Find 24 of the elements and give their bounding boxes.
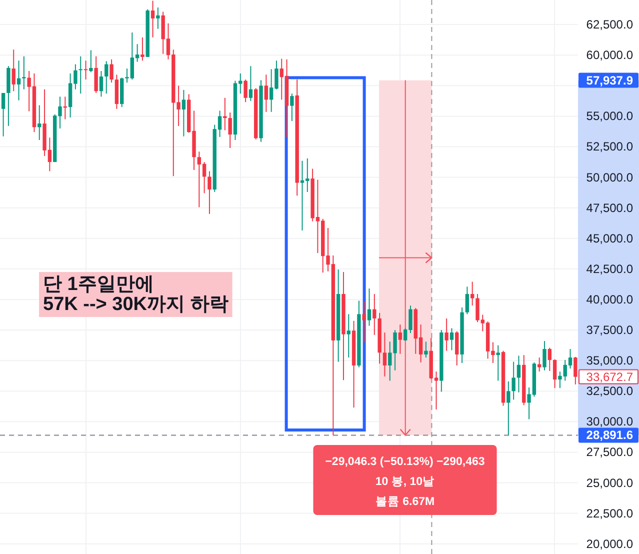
y-tick: 35,000.0 xyxy=(586,354,633,368)
y-tick: 37,500.0 xyxy=(586,323,633,338)
price-label: 57,937.9 xyxy=(578,72,638,88)
ref-line-label: 28,891.6 xyxy=(586,428,634,442)
y-tick: 45,000.0 xyxy=(586,231,633,246)
price-label: 33,672.7 xyxy=(578,369,638,384)
annotation: −29,046.3 (−50.13%) −290,463 10 봉, 10날 볼륨 6.67M xyxy=(313,445,497,515)
y-tick: 52,500.0 xyxy=(586,140,633,154)
annotation: −29,046.3 (−50.13%) −290,463 10 봉, 10날 볼륨 6.67M xyxy=(325,456,485,508)
annotation: 단 1주일만에 57K --> 30K까지 하락 xyxy=(39,272,232,317)
y-tick: 40,000.0 xyxy=(586,292,633,306)
y-tick: 42,500.0 xyxy=(586,262,633,276)
y-tick: 60,000.0 xyxy=(586,48,633,62)
y-tick: 22,500.0 xyxy=(586,506,633,520)
y-tick: 27,500.0 xyxy=(586,445,633,460)
y-tick: 32,500.0 xyxy=(586,384,633,398)
ref-label: 28,891.6 xyxy=(578,428,638,443)
y-tick: 50,000.0 xyxy=(586,170,633,184)
y-tick: 62,500.0 xyxy=(586,18,633,32)
y-tick: 55,000.0 xyxy=(586,109,633,124)
y-tick: 47,500.0 xyxy=(586,200,633,215)
y-tick: 30,000.0 xyxy=(586,414,633,429)
y-tick: 20,000.0 xyxy=(586,536,633,551)
y-tick: 25,000.0 xyxy=(586,476,633,490)
